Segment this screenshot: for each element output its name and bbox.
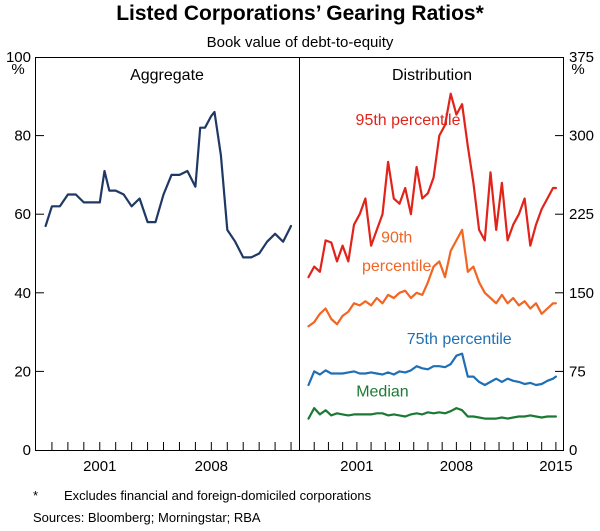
series-layer	[44, 92, 558, 420]
right-unit-label: %	[571, 61, 584, 78]
series-line-aggregate	[44, 110, 293, 259]
series-line-median	[307, 407, 558, 420]
left-unit-label: %	[11, 61, 24, 78]
footnote-text: Excludes financial and foreign-domiciled…	[64, 488, 372, 503]
sources-text: Sources: Bloomberg; Morningstar; RBA	[33, 510, 261, 525]
left-y-tick-label: 0	[23, 442, 31, 459]
left-y-tick-label: 80	[14, 128, 31, 145]
right-y-tick-label: 375	[569, 49, 594, 66]
annotation-95th-percentile: 95th percentile	[356, 112, 461, 129]
annotation-90th-percentile: percentile	[362, 258, 431, 275]
x-tick-label: 2008	[195, 458, 228, 475]
annotation-layer: 95th percentile 90th percentile 75th percen…	[356, 112, 512, 400]
footnote-marker: *	[33, 488, 38, 503]
x-tick-label: 2001	[83, 458, 116, 475]
left-y-tick-label: 40	[14, 285, 31, 302]
right-y-tick-label: 75	[569, 363, 586, 380]
right-y-tick-label: 300	[569, 128, 594, 145]
left-y-tick-label: 60	[14, 206, 31, 223]
left-y-tick-label: 100	[6, 49, 31, 66]
annotation-75th-percentile: 75th percentile	[407, 331, 512, 348]
series-line-75th-percentile	[307, 352, 558, 387]
panel-title-aggregate: Aggregate	[130, 67, 204, 84]
left-y-axis: 0 20 40 60 80 100	[6, 49, 44, 459]
left-y-tick-label: 20	[14, 363, 31, 380]
right-y-axis: 0 75 150 225 300 375	[555, 49, 594, 459]
chart-subtitle: Book value of debt-to-equity	[207, 34, 394, 51]
right-y-tick-label: 225	[569, 206, 594, 223]
right-y-tick-label: 150	[569, 285, 594, 302]
x-tick-label: 2015	[539, 458, 572, 475]
annotation-90th-percentile: 90th	[381, 229, 412, 246]
annotation-median: Median	[356, 384, 408, 401]
series-line-90th-percentile	[307, 228, 558, 328]
x-tick-label: 2008	[440, 458, 473, 475]
x-axis: 2001 2008 2001 2008 2015	[51, 442, 573, 475]
series-line-95th-percentile	[307, 92, 558, 279]
panel-title-distribution: Distribution	[392, 67, 472, 84]
right-y-tick-label: 0	[569, 442, 577, 459]
chart-title: Listed Corporations’ Gearing Ratios*	[116, 2, 484, 25]
x-tick-label: 2001	[340, 458, 373, 475]
